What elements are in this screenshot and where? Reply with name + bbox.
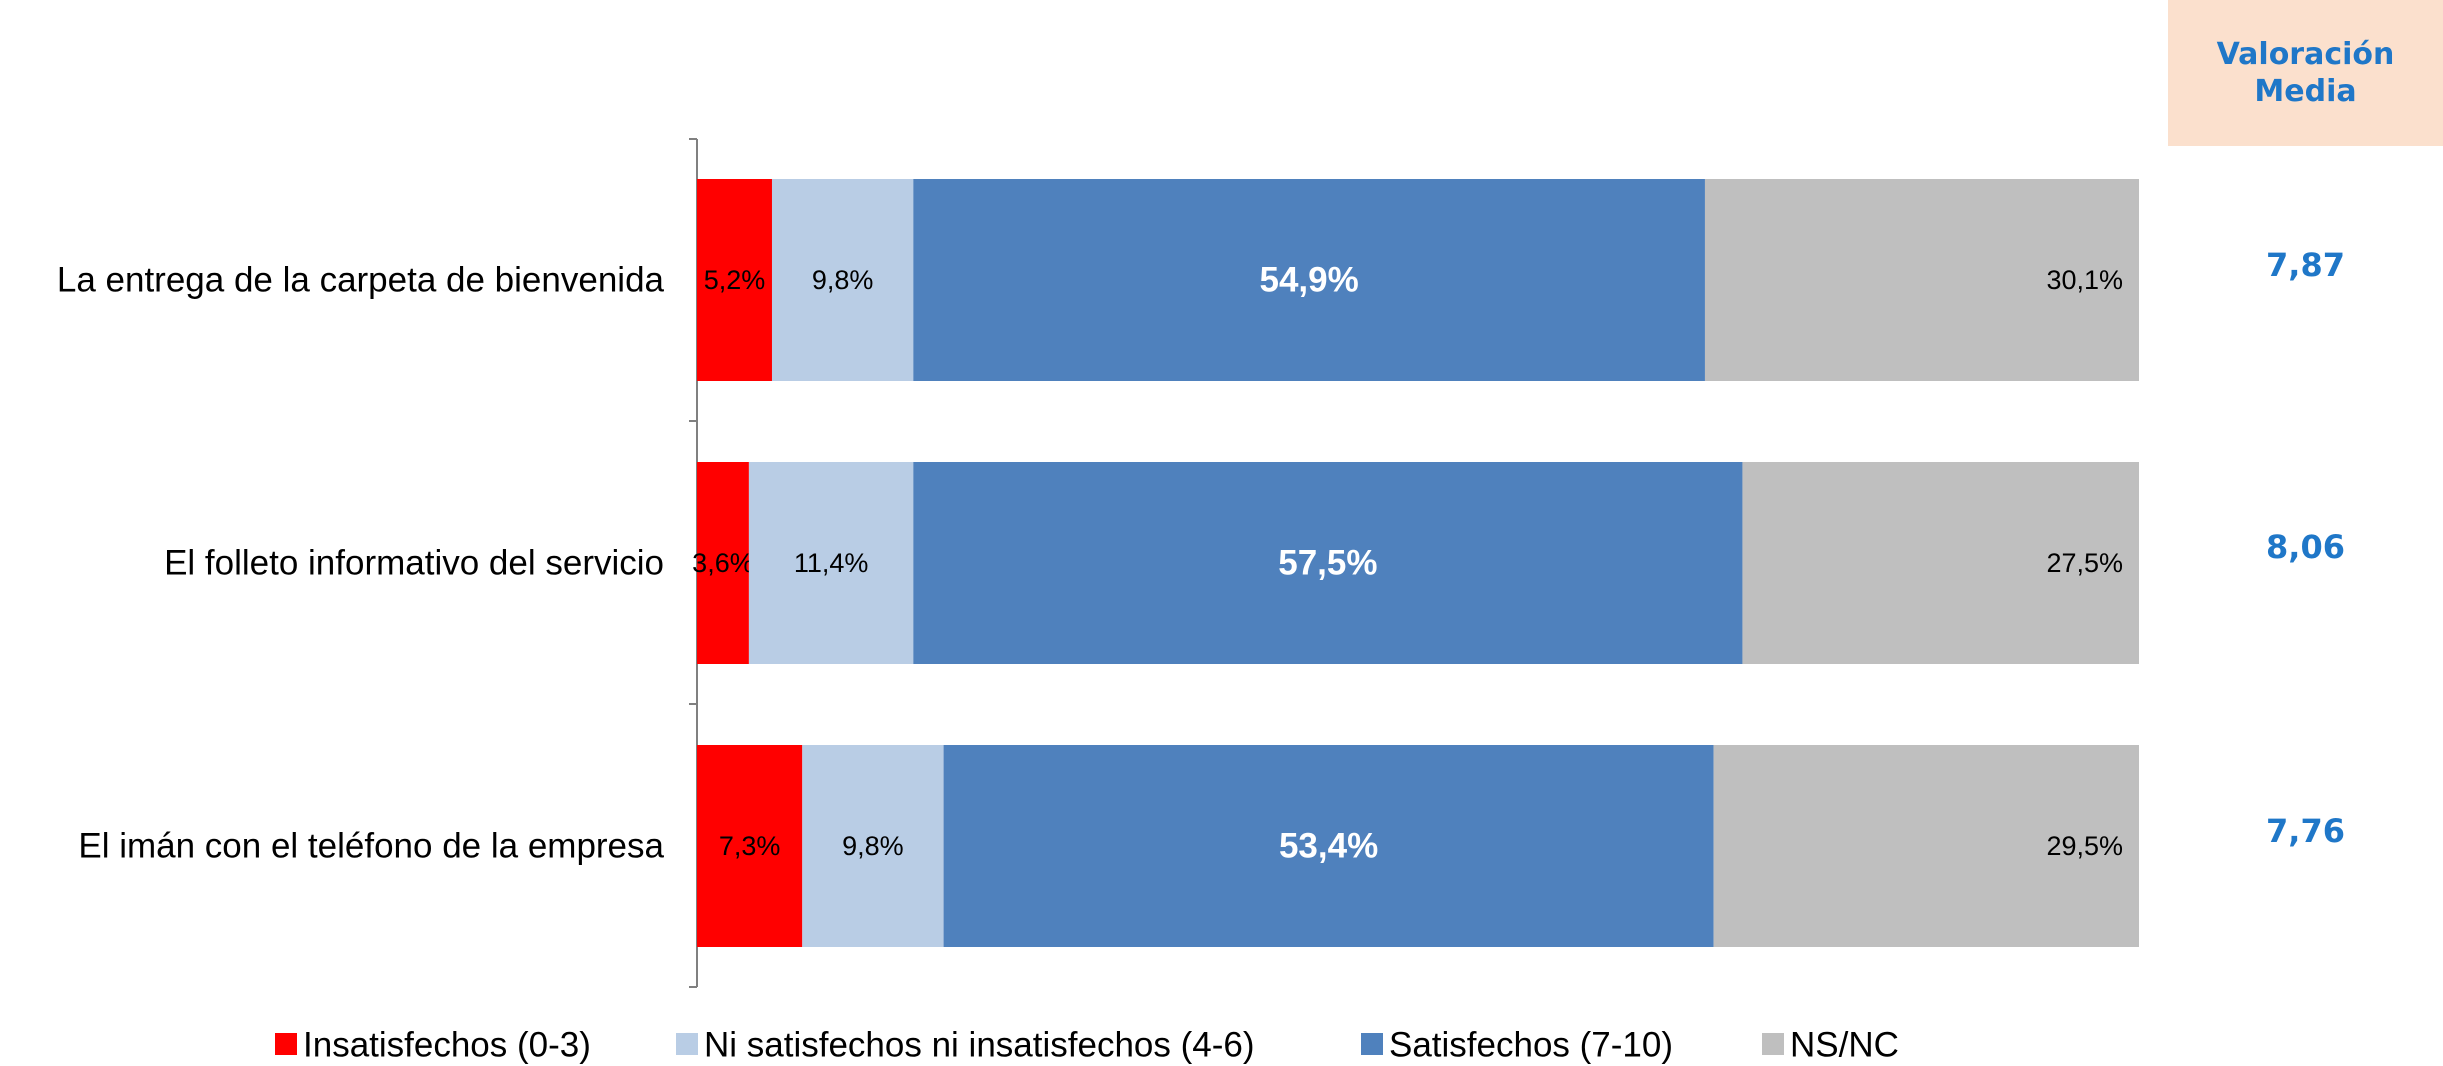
average-rating-value: 7,76 bbox=[2266, 812, 2345, 850]
bar-segment bbox=[1704, 179, 2139, 381]
average-rating-header: Valoración Media bbox=[2168, 0, 2443, 146]
data-label: 29,5% bbox=[2046, 831, 2123, 861]
category-label: La entrega de la carpeta de bienvenida bbox=[57, 261, 665, 300]
average-rating-title: Valoración Media bbox=[2216, 36, 2395, 110]
bar-segment bbox=[697, 745, 803, 947]
bars: 5,2% 9,8% 54,9% 30,1% 3,6% 11,4% 57,5% 27,5% 7,3… bbox=[692, 179, 2139, 947]
data-label: 9,8% bbox=[812, 265, 874, 295]
bar-segment bbox=[748, 462, 914, 664]
category-label: El folleto informativo del servicio bbox=[164, 544, 664, 583]
average-rating-value: 7,87 bbox=[2266, 246, 2345, 284]
data-label: 53,4% bbox=[1279, 827, 1378, 866]
average-rating-value: 8,06 bbox=[2266, 528, 2345, 566]
legend-label: Ni satisfechos ni insatisfechos (4-6) bbox=[704, 1026, 1255, 1065]
data-label: 3,6% bbox=[692, 548, 754, 578]
data-label: 5,2% bbox=[704, 265, 766, 295]
bar-segment bbox=[913, 462, 1743, 664]
bar-segment bbox=[802, 745, 944, 947]
bar-segment bbox=[697, 462, 749, 664]
bar-segment bbox=[1713, 745, 2139, 947]
bar-segment bbox=[913, 179, 1705, 381]
category-label: El imán con el teléfono de la empresa bbox=[78, 827, 664, 866]
legend: Insatisfechos (0-3) Ni satisfechos ni ins… bbox=[275, 1026, 1899, 1065]
data-label: 30,1% bbox=[2046, 265, 2123, 295]
data-label: 9,8% bbox=[842, 831, 904, 861]
legend-swatch bbox=[1361, 1033, 1383, 1055]
data-label: 57,5% bbox=[1278, 544, 1377, 583]
bar-segment bbox=[771, 179, 914, 381]
legend-swatch bbox=[275, 1033, 297, 1055]
data-label: 7,3% bbox=[719, 831, 781, 861]
data-label: 54,9% bbox=[1260, 261, 1359, 300]
bar-segment bbox=[1742, 462, 2139, 664]
bar-segment bbox=[697, 179, 772, 381]
bar-segment bbox=[943, 745, 1714, 947]
legend-label: Insatisfechos (0-3) bbox=[303, 1026, 591, 1065]
legend-swatch bbox=[676, 1033, 698, 1055]
data-label: 27,5% bbox=[2046, 548, 2123, 578]
data-label: 11,4% bbox=[794, 548, 869, 578]
legend-swatch bbox=[1762, 1033, 1784, 1055]
category-labels: La entrega de la carpeta de bienvenida El… bbox=[57, 261, 665, 866]
legend-label: NS/NC bbox=[1790, 1026, 1899, 1065]
legend-label: Satisfechos (7-10) bbox=[1389, 1026, 1673, 1065]
